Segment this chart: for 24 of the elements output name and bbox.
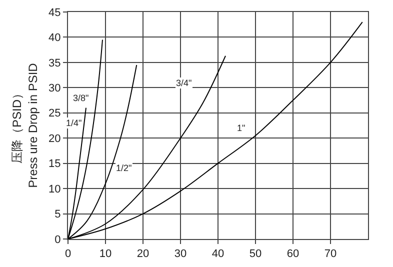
y-tick-label: 40 [48, 32, 61, 44]
y-tick-label: 20 [48, 132, 61, 145]
annotation: 1/2" [116, 163, 132, 173]
y-tick-label: 25 [48, 108, 61, 120]
x-tick-label: 70 [324, 248, 337, 260]
x-tick-label: 40 [212, 248, 224, 260]
y-axis-title: 压降（PSID） Press ure Drop in PSID [10, 62, 40, 188]
y-tick-label: 30 [48, 82, 61, 95]
x-tick-label: 20 [136, 248, 150, 260]
y-tick-label: 10 [48, 183, 61, 196]
y-tick-label: 45 [48, 6, 61, 19]
x-tick-label: 10 [99, 248, 112, 260]
annotation: 3/4" [176, 78, 192, 88]
x-tick-label: 60 [286, 248, 300, 260]
y-tick-label: 15 [48, 158, 61, 170]
x-tick-label: 50 [249, 248, 262, 260]
annotation: 3/8" [73, 93, 89, 103]
y-tick-label: 0 [54, 234, 61, 246]
x-tick-label: 0 [64, 248, 72, 260]
y-tick-label: 35 [48, 57, 61, 70]
y-tick-label: 5 [54, 208, 61, 221]
x-tick-label: 30 [174, 248, 187, 260]
annotation: 1/4" [66, 118, 82, 128]
annotation: 1" [237, 123, 246, 133]
